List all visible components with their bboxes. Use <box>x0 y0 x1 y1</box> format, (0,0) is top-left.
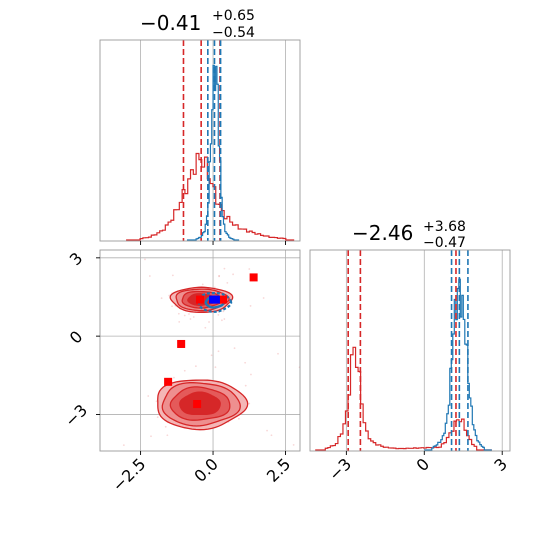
sample-dot <box>250 373 252 376</box>
sample-dot <box>188 313 190 315</box>
sample-dot <box>183 314 186 317</box>
marker-square <box>211 295 220 304</box>
title-param-2: −2.46 +3.68 −0.47 <box>352 219 466 251</box>
sample-dot <box>156 416 159 419</box>
joint-panel <box>100 250 309 451</box>
marker-square <box>193 400 202 409</box>
sample-dot <box>194 365 197 368</box>
y-tick-label: −3 <box>61 401 91 431</box>
sample-dot <box>218 275 221 278</box>
title-1-plus: +0.65 <box>212 8 255 24</box>
sample-dot <box>173 376 175 379</box>
sample-dot <box>213 286 216 289</box>
sample-dot <box>244 361 247 364</box>
sample-dot <box>232 273 235 276</box>
sample-dot <box>192 316 195 318</box>
sample-dot <box>183 369 186 372</box>
hist-blue-param-2 <box>424 278 492 451</box>
sample-dot <box>201 283 204 286</box>
x-tick-label: 0.0 <box>190 454 221 485</box>
title-2-plus: +3.68 <box>423 219 466 235</box>
sample-dot <box>217 350 220 353</box>
p2-tick-label: 0 <box>412 454 433 475</box>
marginal-param-2-panel <box>315 250 503 451</box>
p2-tick-label: −3 <box>325 454 355 484</box>
sample-dot <box>238 417 240 420</box>
marker-square <box>196 295 204 304</box>
sample-dot <box>214 366 217 369</box>
sample-dot <box>160 297 163 300</box>
sample-dot <box>147 395 150 397</box>
sample-dot <box>218 274 221 277</box>
sample-dot <box>178 321 181 323</box>
sample-dot <box>171 274 174 277</box>
title-2-main: −2.46 <box>352 221 413 245</box>
sample-dot <box>262 297 265 299</box>
sample-dot <box>248 268 251 270</box>
y-tick-label: 0 <box>66 327 87 348</box>
sample-dot <box>208 321 210 323</box>
sample-dot <box>177 312 180 315</box>
sample-dot <box>226 281 229 284</box>
title-2-minus: −0.47 <box>423 235 466 251</box>
sample-dot <box>204 326 207 329</box>
axes-frame <box>99 39 301 242</box>
sample-dot <box>144 258 146 261</box>
sample-dot <box>148 275 151 277</box>
tick-labels: −2.5 0.0 2.5 3 0 −3 −3 0 3 <box>61 241 511 495</box>
marker-square <box>249 273 258 282</box>
sample-dot <box>166 434 169 437</box>
sample-dot <box>223 267 226 270</box>
title-1-main: −0.41 <box>140 11 201 35</box>
sample-dot <box>307 293 309 295</box>
marginal-param-1-panel <box>126 40 295 241</box>
sample-dot <box>150 435 152 438</box>
sample-dot <box>171 305 173 308</box>
hist-red-param-1 <box>126 152 295 241</box>
title-1-minus: −0.54 <box>212 25 255 41</box>
axes-frame <box>309 249 511 452</box>
hist-blue-param-1 <box>186 64 240 241</box>
sample-dot <box>233 347 236 350</box>
sample-dot <box>277 352 279 355</box>
sample-dot <box>155 400 158 403</box>
y-tick-label: 3 <box>66 249 87 270</box>
sample-dot <box>217 313 220 316</box>
x-tick-label: 2.5 <box>263 454 294 485</box>
sample-dot <box>122 444 125 447</box>
hist-red-param-2 <box>315 346 492 451</box>
x-tick-label: −2.5 <box>108 454 149 495</box>
marker-square <box>177 339 186 348</box>
axes-frames <box>99 39 511 452</box>
sample-dot <box>221 319 223 322</box>
sample-dot <box>223 318 226 320</box>
title-param-1: −0.41 +0.65 −0.54 <box>140 8 255 41</box>
marker-square <box>219 295 228 304</box>
sample-dot <box>168 294 171 297</box>
sample-dot <box>189 318 192 320</box>
sample-dot <box>164 425 167 428</box>
sample-dot <box>244 384 247 387</box>
sample-dot <box>249 305 252 307</box>
sample-dot <box>210 354 213 357</box>
sample-dot <box>248 402 251 405</box>
sample-dot <box>222 310 225 313</box>
p2-tick-label: 3 <box>490 454 511 475</box>
sample-dot <box>292 443 295 446</box>
sample-dot <box>270 434 273 437</box>
marker-square <box>164 377 173 386</box>
axes-frame <box>99 249 301 452</box>
sample-dot <box>266 429 268 432</box>
